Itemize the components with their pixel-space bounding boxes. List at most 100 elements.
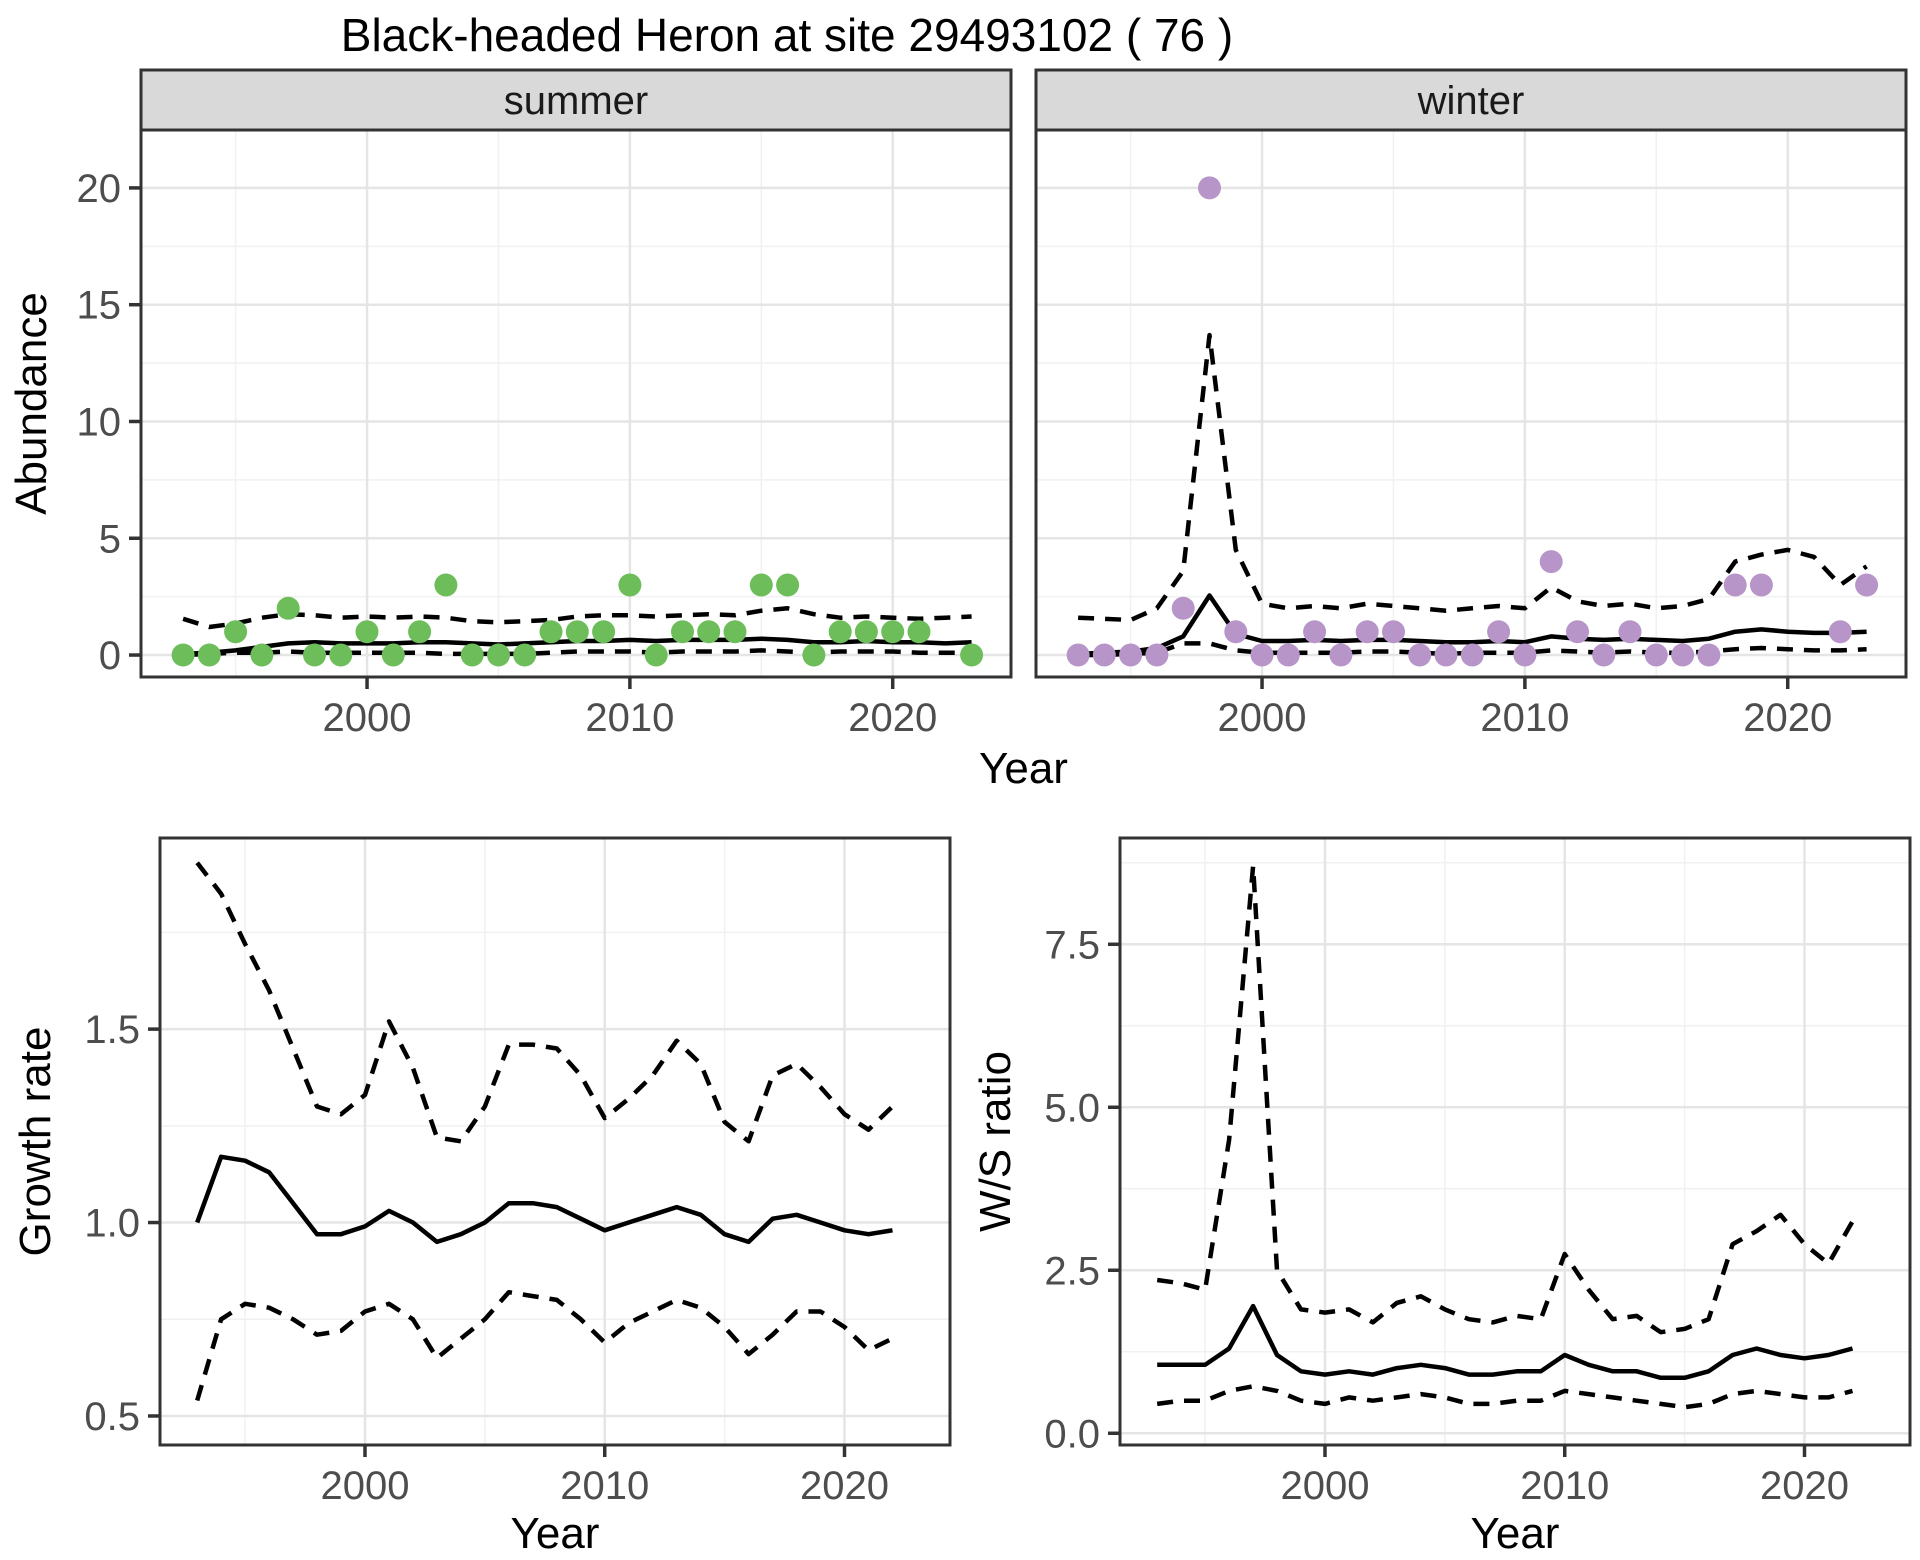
data-point (723, 620, 747, 644)
data-point (1749, 573, 1773, 597)
data-point (1671, 643, 1695, 667)
facet-strip-winter (1034, 68, 1908, 132)
data-point (1066, 643, 1090, 667)
upper-ci-line (182, 606, 972, 630)
data-point (1119, 643, 1143, 667)
facet-strip-label: winter (1417, 79, 1525, 123)
y-axis-title-abundance: Abundance (7, 292, 56, 515)
y-tick-label: 0.5 (84, 1395, 140, 1439)
facet-strip-label: summer (504, 79, 648, 123)
data-point (539, 620, 563, 644)
panel-border (158, 836, 952, 1447)
fit-line (195, 1154, 893, 1245)
x-tick-label: 2020 (1743, 696, 1832, 740)
data-point (487, 643, 510, 667)
y-tick-label: 0 (99, 634, 121, 678)
data-point (1224, 620, 1248, 644)
data-point (1539, 550, 1563, 574)
panel-border (1034, 128, 1908, 679)
data-point (197, 643, 221, 667)
data-point (224, 620, 248, 644)
data-point (697, 620, 721, 644)
data-point (907, 620, 931, 644)
data-point (1250, 643, 1274, 667)
data-point (881, 620, 905, 644)
data-point (355, 620, 379, 644)
data-point (303, 643, 326, 667)
panel-ws: 2000 2010 2020 0.0 2.5 5.0 7.5 (1044, 836, 1912, 1508)
panel-border (1118, 836, 1912, 1447)
data-point (1644, 643, 1668, 667)
y-tick-label: 15 (77, 284, 122, 328)
lower-ci-line (183, 648, 972, 658)
data-point (434, 573, 458, 597)
data-point (408, 620, 432, 644)
data-point (1723, 573, 1747, 597)
panel-winter: 2000 2010 2020 (1034, 128, 1908, 740)
x-tick-label: 2010 (560, 1464, 649, 1508)
lower-ci-line (1078, 641, 1867, 658)
chart-title: Black-headed Heron at site 29493102 ( 76… (340, 9, 1234, 61)
data-point (671, 620, 694, 644)
data-point (1276, 643, 1300, 667)
data-point (1329, 643, 1353, 667)
data-point (618, 573, 642, 597)
data-point (1382, 620, 1405, 644)
data-point (1434, 643, 1458, 667)
panel-background (160, 838, 950, 1445)
data-point (1487, 620, 1511, 644)
x-tick-label: 2020 (1760, 1464, 1849, 1508)
y-tick-label: 1.5 (84, 1008, 140, 1052)
panel-background (1036, 130, 1906, 677)
data-point (960, 643, 984, 667)
x-tick-label: 2000 (1281, 1464, 1370, 1508)
data-point (1855, 573, 1879, 597)
panel-growth: 2000 2010 2020 0.5 1.0 1.5 (84, 836, 952, 1508)
data-point (776, 573, 800, 597)
y-tick-label: 10 (77, 400, 122, 444)
lower-ci-line (195, 1289, 894, 1402)
data-point (250, 643, 274, 667)
panel-summer: 2000 2010 2020 0 5 10 15 20 (77, 128, 1013, 740)
data-point (1198, 176, 1221, 200)
x-tick-label: 2020 (848, 696, 937, 740)
data-point (381, 643, 405, 667)
y-tick-label: 5 (99, 517, 121, 561)
data-point (828, 620, 852, 644)
y-tick-label: 0.0 (1044, 1412, 1100, 1456)
data-point (644, 643, 668, 667)
x-tick-label: 2010 (1520, 1464, 1609, 1508)
data-point (1171, 596, 1195, 620)
y-tick-label: 2.5 (1044, 1249, 1100, 1293)
data-point (565, 620, 589, 644)
data-point (1460, 643, 1484, 667)
x-axis-title-year-growth: Year (511, 1509, 600, 1558)
data-point (1408, 643, 1432, 667)
panel-background (141, 130, 1011, 677)
data-point (802, 643, 826, 667)
data-point (592, 620, 616, 644)
y-tick-label: 7.5 (1044, 923, 1100, 967)
panel-background (1120, 838, 1910, 1445)
y-tick-label: 20 (77, 167, 122, 211)
data-point (854, 620, 878, 644)
fit-line (1077, 593, 1867, 657)
panel-border (139, 128, 1013, 679)
upper-ci-line (1078, 332, 1868, 623)
data-point (1303, 620, 1327, 644)
x-tick-label: 2000 (321, 1464, 410, 1508)
y-axis-title-growth-rate: Growth rate (11, 1027, 60, 1257)
x-tick-label: 2010 (1480, 696, 1569, 740)
data-point (276, 596, 300, 620)
x-axis-title-year-top: Year (979, 744, 1068, 793)
data-point (1592, 643, 1616, 667)
lower-ci-line (1156, 1384, 1854, 1410)
fit-line (1157, 1303, 1854, 1381)
y-tick-label: 1.0 (84, 1202, 140, 1246)
data-point (1566, 620, 1589, 644)
data-point (1355, 620, 1379, 644)
data-point (1828, 620, 1852, 644)
data-point (513, 643, 537, 667)
